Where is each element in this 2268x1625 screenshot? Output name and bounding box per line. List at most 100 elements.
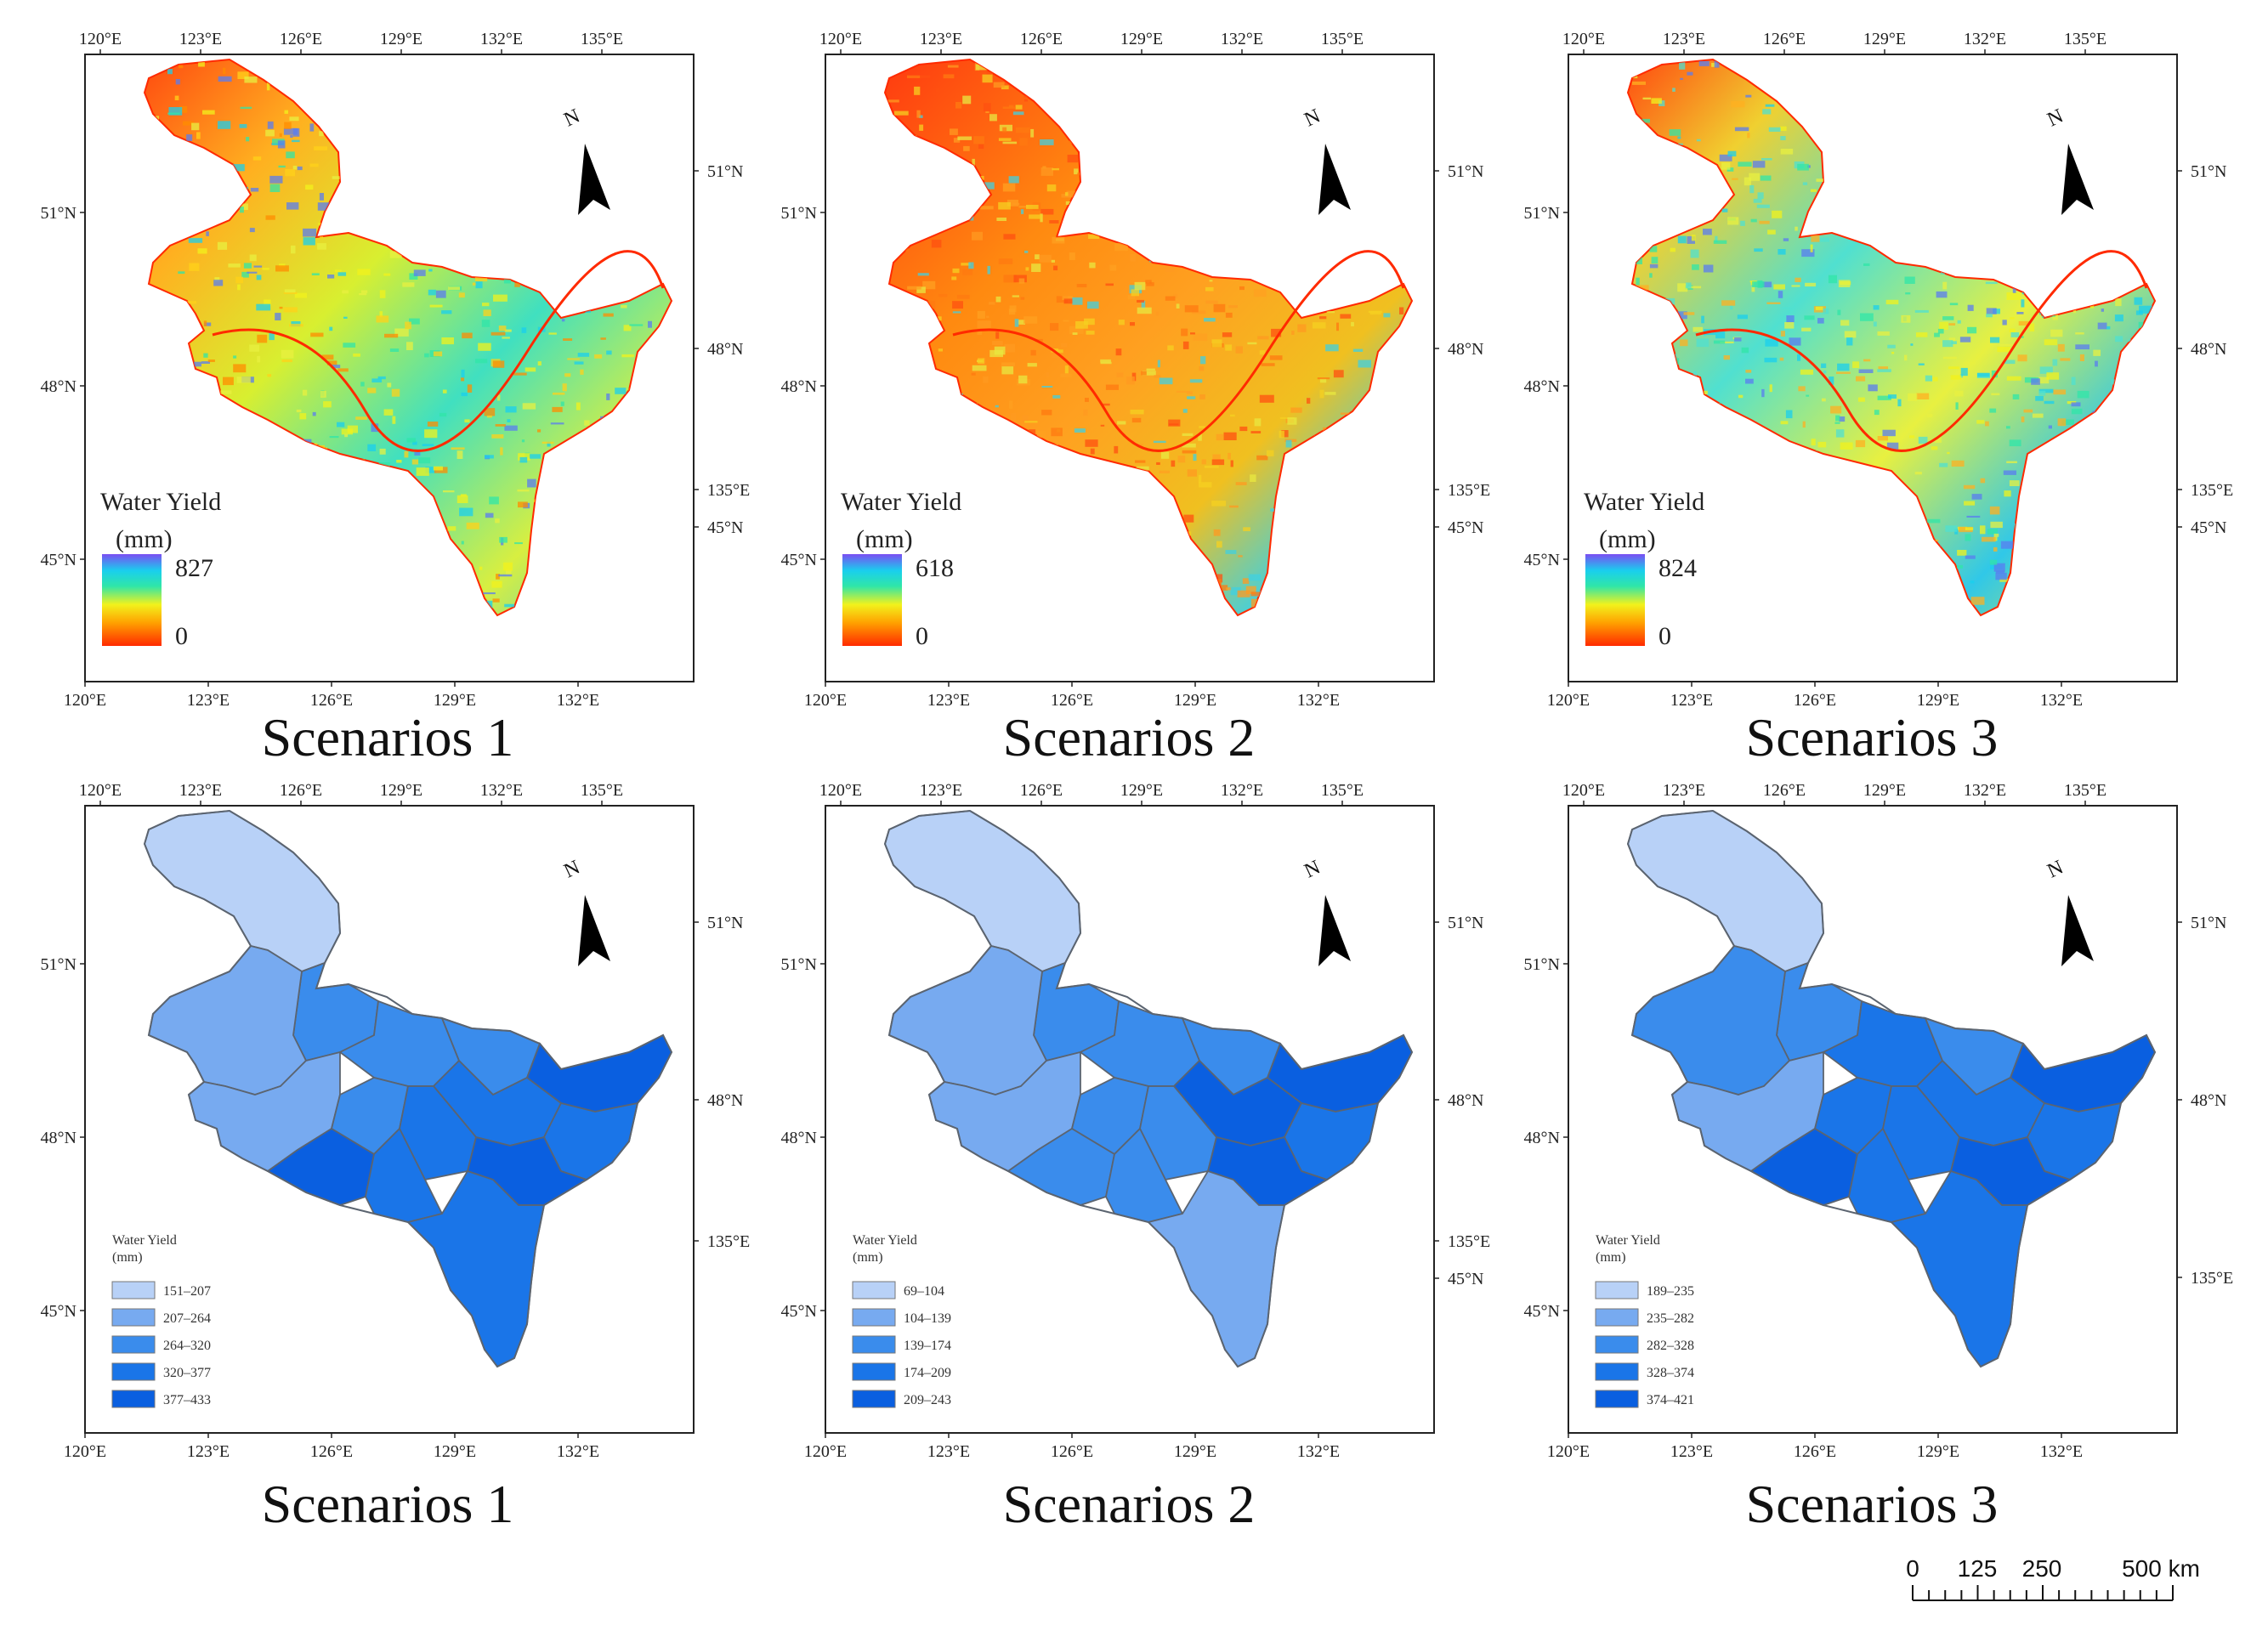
legend-unit: (mm) bbox=[116, 525, 173, 553]
lon-tick-bottom: 123°E bbox=[1670, 1442, 1713, 1461]
scale-bar: 0 125 250 500 km bbox=[1906, 1555, 2200, 1601]
lat-tick-left: 51°N bbox=[1524, 955, 1560, 974]
legend-min-label: 0 bbox=[175, 622, 188, 650]
legend-swatch bbox=[852, 1362, 896, 1381]
legend-color-ramp bbox=[842, 554, 902, 646]
lon-tick-bottom: 123°E bbox=[187, 1442, 230, 1461]
lon-tick-top: 132°E bbox=[1964, 30, 2006, 48]
legend-min-label: 0 bbox=[916, 622, 928, 650]
lat-tick-left: 45°N bbox=[41, 1302, 77, 1321]
lon-tick-top: 123°E bbox=[179, 781, 222, 800]
lon-tick-top: 135°E bbox=[1321, 781, 1364, 800]
legend-swatch bbox=[852, 1308, 896, 1327]
lon-tick-top: 126°E bbox=[1763, 781, 1806, 800]
lon-tick-top: 129°E bbox=[1120, 781, 1163, 800]
lon-tick-bottom: 129°E bbox=[1174, 691, 1216, 710]
lon-tick-bottom: 126°E bbox=[1794, 691, 1836, 710]
basin-boundary bbox=[143, 809, 673, 1368]
lon-tick-bottom: 132°E bbox=[2040, 691, 2083, 710]
lon-tick-bottom: 123°E bbox=[1670, 691, 1713, 710]
lon-tick-top: 123°E bbox=[179, 30, 222, 48]
lat-tick-right: 45°N bbox=[1448, 518, 1483, 537]
lat-tick-left: 51°N bbox=[41, 955, 77, 974]
caption-scenario-2-bottom: Scenarios 2 bbox=[1002, 1474, 1256, 1534]
map-panel-1: 120°E 123°E 126°E 129°E 132°E 135°E 120°E 123°E… bbox=[41, 30, 751, 710]
lat-tick-right: 48°N bbox=[1448, 1091, 1483, 1110]
lon-tick-bottom: 123°E bbox=[927, 1442, 970, 1461]
lon-tick-bottom: 129°E bbox=[434, 691, 476, 710]
map-panel-2: 120°E 123°E 126°E 129°E 132°E 135°E 120°E 123°E… bbox=[781, 30, 1491, 710]
lon-tick-top: 132°E bbox=[480, 781, 523, 800]
north-arrow-icon bbox=[578, 895, 610, 966]
legend-swatch bbox=[1595, 1308, 1639, 1327]
legend-max-label: 618 bbox=[916, 554, 954, 582]
lon-tick-bottom: 132°E bbox=[557, 691, 599, 710]
lon-tick-top: 135°E bbox=[2064, 781, 2106, 800]
caption-scenario-2-top: Scenarios 2 bbox=[1002, 707, 1256, 767]
lat-tick-right: 135°E bbox=[1448, 1232, 1490, 1251]
legend-class-label: 104–139 bbox=[904, 1311, 951, 1326]
lon-tick-bottom: 120°E bbox=[1547, 1442, 1590, 1461]
lon-tick-top: 135°E bbox=[2064, 30, 2106, 48]
lat-tick-right: 51°N bbox=[707, 162, 743, 181]
lon-tick-bottom: 120°E bbox=[64, 1442, 106, 1461]
lon-tick-top: 120°E bbox=[1562, 781, 1605, 800]
legend-min-label: 0 bbox=[1658, 622, 1671, 650]
map-panel-6: 120°E 123°E 126°E 129°E 132°E 135°E 120°E 123°E… bbox=[1524, 781, 2234, 1461]
lon-tick-top: 129°E bbox=[380, 781, 422, 800]
legend-title: Water Yield bbox=[100, 488, 221, 516]
legend-class-label: 320–377 bbox=[163, 1366, 211, 1380]
scale-bar-label: 500 km bbox=[2122, 1555, 2200, 1582]
lon-tick-bottom: 132°E bbox=[1297, 1442, 1340, 1461]
legend-class-label: 374–421 bbox=[1647, 1393, 1694, 1407]
lat-tick-right: 51°N bbox=[2191, 914, 2226, 932]
lat-tick-left: 45°N bbox=[1524, 551, 1560, 569]
legend-color-ramp bbox=[1585, 554, 1645, 646]
lat-tick-left: 51°N bbox=[781, 204, 817, 223]
north-arrow-icon bbox=[2061, 144, 2094, 215]
legend-class-label: 151–207 bbox=[163, 1284, 211, 1299]
legend-unit: (mm) bbox=[856, 525, 913, 553]
legend-color-ramp bbox=[102, 554, 162, 646]
legend-class-label: 209–243 bbox=[904, 1393, 951, 1407]
legend-class-label: 377–433 bbox=[163, 1393, 211, 1407]
scale-bar-label: 250 bbox=[2022, 1555, 2062, 1582]
lon-tick-bottom: 132°E bbox=[557, 1442, 599, 1461]
lon-tick-bottom: 129°E bbox=[434, 1442, 476, 1461]
river-line bbox=[1695, 250, 2148, 452]
legend-class-label: 282–328 bbox=[1647, 1339, 1694, 1353]
lat-tick-left: 48°N bbox=[1524, 1129, 1560, 1147]
lat-tick-left: 51°N bbox=[41, 204, 77, 223]
legend-title: Water Yield bbox=[1596, 1233, 1660, 1248]
legend-title: Water Yield bbox=[853, 1233, 917, 1248]
lat-tick-left: 45°N bbox=[781, 551, 817, 569]
water-yield-raster bbox=[883, 58, 1414, 617]
lon-tick-bottom: 129°E bbox=[1174, 1442, 1216, 1461]
lat-tick-left: 48°N bbox=[41, 1129, 77, 1147]
legend-title: Water Yield bbox=[112, 1233, 177, 1248]
lon-tick-top: 120°E bbox=[819, 781, 862, 800]
lat-tick-right: 48°N bbox=[707, 1091, 743, 1110]
lat-tick-left: 45°N bbox=[781, 1302, 817, 1321]
scale-bar-label: 0 bbox=[1906, 1555, 1919, 1582]
legend-class-label: 235–282 bbox=[1647, 1311, 1694, 1326]
lon-tick-top: 132°E bbox=[480, 30, 523, 48]
legend-swatch bbox=[111, 1308, 156, 1327]
lat-tick-right: 51°N bbox=[1448, 914, 1483, 932]
lon-tick-bottom: 132°E bbox=[1297, 691, 1340, 710]
lon-tick-bottom: 126°E bbox=[1051, 691, 1093, 710]
lat-tick-right: 45°N bbox=[1448, 1270, 1483, 1288]
legend-unit: (mm) bbox=[1599, 525, 1656, 553]
lat-tick-right: 135°E bbox=[707, 481, 750, 500]
lon-tick-top: 132°E bbox=[1221, 781, 1263, 800]
lon-tick-bottom: 132°E bbox=[2040, 1442, 2083, 1461]
lon-tick-bottom: 129°E bbox=[1917, 1442, 1959, 1461]
lon-tick-bottom: 126°E bbox=[1051, 1442, 1093, 1461]
lat-tick-right: 135°E bbox=[2191, 481, 2233, 500]
legend-unit: (mm) bbox=[112, 1250, 143, 1265]
lon-tick-bottom: 120°E bbox=[64, 691, 106, 710]
legend-max-label: 827 bbox=[175, 554, 213, 582]
scale-bar-label: 125 bbox=[1958, 1555, 1998, 1582]
lon-tick-top: 120°E bbox=[1562, 30, 1605, 48]
legend-swatch bbox=[111, 1281, 156, 1299]
